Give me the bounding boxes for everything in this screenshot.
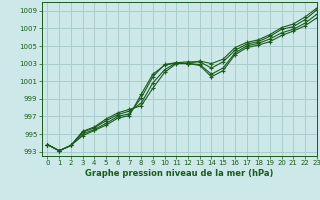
X-axis label: Graphe pression niveau de la mer (hPa): Graphe pression niveau de la mer (hPa): [85, 169, 273, 178]
